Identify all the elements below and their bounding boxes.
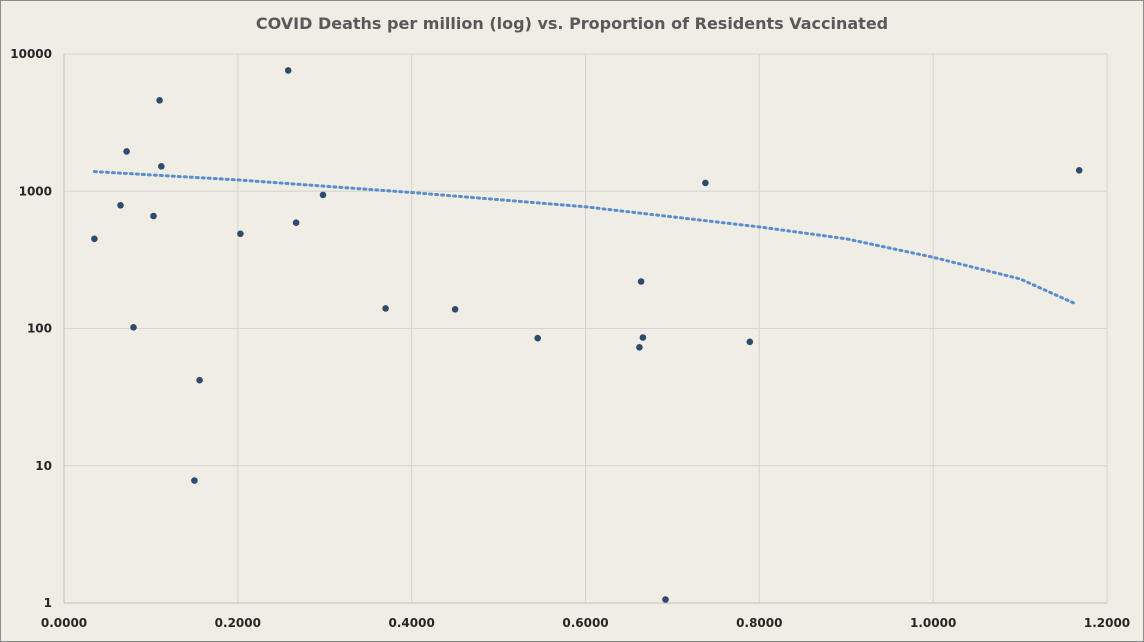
data-point [158, 163, 165, 170]
data-point [150, 212, 157, 220]
data-point [636, 344, 643, 351]
data-point [746, 338, 754, 346]
data-point [237, 230, 244, 238]
x-tick-label: 1.2000 [1084, 616, 1130, 630]
trendline-layer [92, 170, 1079, 306]
x-tick-label: 0.2000 [215, 616, 261, 630]
data-points [91, 67, 1083, 603]
data-point [191, 477, 198, 484]
gridlines [63, 53, 1108, 604]
data-point [284, 67, 292, 74]
x-tick-label: 0.6000 [562, 616, 608, 630]
data-point [156, 97, 163, 104]
data-point [123, 148, 130, 155]
data-point [319, 191, 327, 199]
data-point [639, 334, 647, 341]
data-point [91, 235, 98, 243]
data-point [1075, 167, 1083, 174]
axes: 1 10 100 1000 10000 0.0000 0.2000 0.4000 0.6000 0… [10, 47, 1130, 630]
x-tick-label: 1.0000 [910, 616, 956, 630]
data-point [637, 278, 645, 285]
data-point [662, 596, 669, 603]
y-tick-label: 10000 [10, 47, 52, 61]
data-point [292, 219, 300, 226]
data-point [702, 179, 709, 187]
data-point [117, 202, 124, 209]
data-point [534, 334, 541, 342]
y-tick-label: 1 [44, 596, 52, 610]
y-tick-label: 10 [35, 459, 52, 473]
x-tick-label: 0.8000 [736, 616, 782, 630]
data-point [451, 306, 459, 313]
trendline [92, 170, 1079, 306]
data-point [382, 305, 389, 312]
x-tick-label: 0.4000 [389, 616, 435, 630]
data-point [196, 376, 203, 384]
chart-title: COVID Deaths per million (log) vs. Propo… [256, 14, 888, 33]
data-point [130, 324, 137, 331]
x-tick-label: 0.0000 [41, 616, 87, 630]
y-tick-label: 100 [27, 322, 52, 336]
y-tick-label: 1000 [19, 184, 52, 198]
